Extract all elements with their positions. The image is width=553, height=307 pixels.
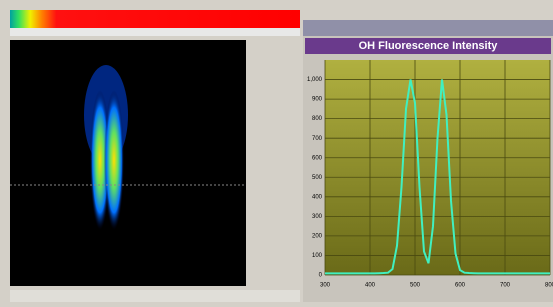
y-tick-label: 200 xyxy=(312,233,323,239)
screen: OH Fluorescence Intensity 01002003004005… xyxy=(0,0,553,302)
plot-area xyxy=(325,60,550,275)
y-tick-label: 100 xyxy=(312,253,323,259)
y-tick-label: 700 xyxy=(312,136,323,142)
x-tick-label: 600 xyxy=(455,283,466,289)
x-tick-label: 800 xyxy=(545,283,553,289)
y-tick-label: 500 xyxy=(312,175,323,181)
chart-title: OH Fluorescence Intensity xyxy=(359,40,499,52)
x-tick-label: 700 xyxy=(500,283,511,289)
scrollbar[interactable] xyxy=(10,28,300,36)
page: {"chart_data": {"type": "line", "title":… xyxy=(0,0,553,302)
flame-right xyxy=(104,90,124,230)
y-tick-label: 400 xyxy=(312,194,323,200)
y-tick-label: 800 xyxy=(312,116,323,122)
color-bar xyxy=(10,10,300,28)
flame-image xyxy=(10,40,246,286)
y-tick-label: 900 xyxy=(312,97,323,103)
y-tick-label: 600 xyxy=(312,155,323,161)
x-tick-label: 500 xyxy=(410,283,421,289)
y-tick-label: 300 xyxy=(312,214,323,220)
status-bar xyxy=(10,290,300,302)
y-tick-label: 1,000 xyxy=(307,77,323,83)
x-tick-label: 300 xyxy=(320,283,331,289)
window-titlebar xyxy=(303,20,553,36)
x-tick-label: 400 xyxy=(365,283,376,289)
